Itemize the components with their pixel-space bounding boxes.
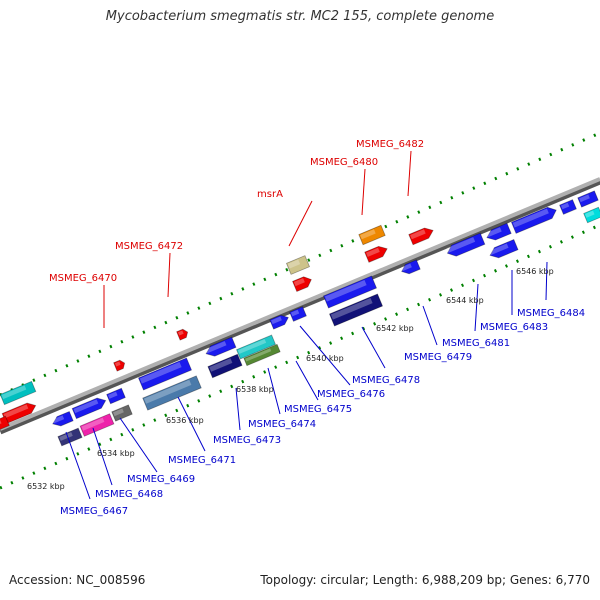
leader-line — [407, 150, 412, 197]
gene-6471[interactable] — [142, 375, 202, 411]
gene-6479[interactable] — [400, 259, 421, 276]
gene-label-msmeg_6479[interactable]: MSMEG_6479 — [404, 352, 472, 363]
ruler-tick-label: 6540 kbp — [306, 354, 344, 363]
gene-6468a[interactable] — [71, 395, 108, 420]
topology-text: Topology: circular; Length: 6,988,209 bp… — [260, 573, 590, 587]
leader-line — [288, 200, 313, 247]
ruler-tick-label: 6538 kbp — [236, 385, 274, 394]
gene-6475[interactable] — [269, 313, 290, 330]
gene-label-msmeg_6468[interactable]: MSMEG_6468 — [95, 489, 163, 500]
backbone — [0, 177, 600, 431]
gene-6481a[interactable] — [445, 232, 486, 259]
gene-red-edge[interactable] — [0, 415, 10, 433]
gene-6468[interactable] — [79, 413, 115, 437]
gene-cyan-right[interactable] — [583, 206, 600, 224]
gene-cyan-left[interactable] — [0, 380, 37, 406]
gene-label-msmeg_6478[interactable]: MSMEG_6478 — [352, 375, 420, 386]
gene-6467[interactable] — [57, 427, 83, 447]
leader-line — [167, 252, 171, 298]
gene-6480-red[interactable] — [364, 244, 390, 263]
gene-6476a[interactable] — [289, 306, 307, 322]
gene-6481b[interactable] — [485, 222, 512, 242]
leader-line — [361, 168, 366, 216]
gene-label-msmeg_6475[interactable]: MSMEG_6475 — [284, 404, 352, 415]
ruler-tick-label: 6532 kbp — [27, 482, 65, 491]
gene-6471a[interactable] — [137, 357, 193, 391]
gene-label-msmeg_6469[interactable]: MSMEG_6469 — [127, 474, 195, 485]
gene-label-msmeg_6474[interactable]: MSMEG_6474 — [248, 419, 316, 430]
gene-6467a[interactable] — [51, 411, 74, 429]
gene-label-msmeg_6484[interactable]: MSMEG_6484 — [517, 308, 585, 319]
gene-6484b[interactable] — [577, 190, 599, 208]
leader-line — [545, 261, 548, 301]
ruler-tick-label: 6534 kbp — [97, 449, 135, 458]
gene-small-red-2[interactable] — [176, 328, 190, 341]
ruler-tick-label: 6542 kbp — [376, 324, 414, 333]
gene-6482[interactable] — [408, 225, 435, 246]
gene-label-msmeg_6472[interactable]: MSMEG_6472 — [115, 241, 183, 252]
gene-label-msmeg_6481[interactable]: MSMEG_6481 — [442, 338, 510, 349]
gene-msra-red[interactable] — [292, 274, 314, 293]
gene-label-msmeg_6473[interactable]: MSMEG_6473 — [213, 435, 281, 446]
leader-line — [299, 325, 351, 386]
leader-line — [177, 396, 206, 452]
leader-line — [119, 417, 158, 473]
gene-label-msmeg_6483[interactable]: MSMEG_6483 — [480, 322, 548, 333]
gene-6478[interactable] — [328, 293, 384, 327]
ruler-tick-label: 6544 kbp — [446, 296, 484, 305]
leader-line — [422, 305, 438, 346]
leader-line — [92, 427, 113, 486]
gene-label-msmeg_6470[interactable]: MSMEG_6470 — [49, 273, 117, 284]
leader-line — [295, 360, 319, 401]
gene-label-msmeg_6471[interactable]: MSMEG_6471 — [168, 455, 236, 466]
leader-line — [474, 283, 479, 332]
gene-label-msmeg_6476[interactable]: MSMEG_6476 — [317, 389, 385, 400]
ruler-tick-label: 6546 kbp — [516, 267, 554, 276]
gene-msra[interactable] — [285, 255, 311, 275]
ruler-tick-label: 6536 kbp — [166, 416, 204, 425]
gene-label-msra[interactable]: msrA — [257, 189, 283, 200]
outer-tick-track — [0, 131, 600, 397]
gene-6473[interactable] — [207, 353, 243, 379]
gene-label-msmeg_6480[interactable]: MSMEG_6480 — [310, 157, 378, 168]
gene-6476[interactable] — [322, 275, 378, 309]
gene-6481[interactable] — [488, 239, 519, 261]
gene-6480[interactable] — [358, 224, 386, 246]
leader-line — [361, 326, 386, 369]
gene-6484a[interactable] — [559, 199, 577, 215]
gene-6469a[interactable] — [106, 387, 126, 405]
leader-line — [65, 431, 91, 500]
gene-label-msmeg_6482[interactable]: MSMEG_6482 — [356, 139, 424, 150]
map-title: Mycobacterium smegmatis str. MC2 155, co… — [105, 9, 495, 24]
leader-line — [267, 367, 281, 415]
gene-small-red-1[interactable] — [113, 359, 127, 372]
inner-tick-track — [0, 223, 600, 490]
gene-6474[interactable] — [243, 343, 281, 367]
gene-6469[interactable] — [111, 404, 133, 422]
gene-6483[interactable] — [510, 205, 558, 234]
gene-6474a[interactable] — [236, 334, 276, 360]
gene-label-msmeg_6467[interactable]: MSMEG_6467 — [60, 506, 128, 517]
gene-6473a[interactable] — [204, 336, 237, 359]
leader-line — [235, 387, 241, 431]
accession-text: Accession: NC_008596 — [9, 573, 146, 587]
